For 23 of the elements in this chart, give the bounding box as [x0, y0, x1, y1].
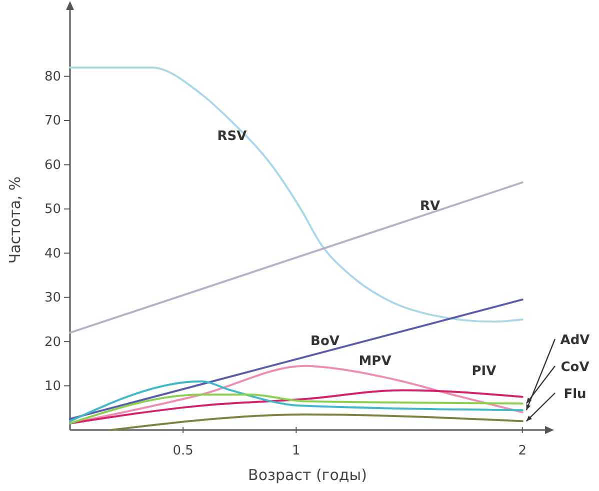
series-label: PIV: [472, 364, 496, 379]
text: Flu: [564, 387, 586, 402]
line-series: [69, 66, 524, 323]
series-label: MPV: [358, 354, 392, 369]
x-axis-title: Возраст (годы): [248, 466, 367, 484]
y-tick-label: 50: [44, 202, 61, 218]
y-tick-label: 10: [44, 378, 61, 394]
series-label: RV: [420, 199, 440, 214]
x-tick-label: 2: [518, 444, 527, 459]
series-label: BoV: [310, 334, 340, 349]
y-tick-label: 30: [44, 290, 61, 306]
x-tick-label: 0.5: [172, 444, 194, 459]
text: CoV: [560, 360, 590, 375]
y-tick-label: 80: [44, 69, 61, 84]
x-tick-label: 1: [292, 444, 300, 459]
y-axis-title: Частота, %: [6, 176, 24, 264]
y-tick-label: 40: [44, 246, 61, 262]
y-tick-label: 60: [44, 158, 61, 173]
line-series: [69, 380, 524, 422]
y-tick-label: 70: [44, 114, 61, 129]
y-tick-label: 20: [44, 334, 61, 350]
text: AdV: [560, 333, 590, 348]
series-label: RSV: [217, 129, 247, 144]
